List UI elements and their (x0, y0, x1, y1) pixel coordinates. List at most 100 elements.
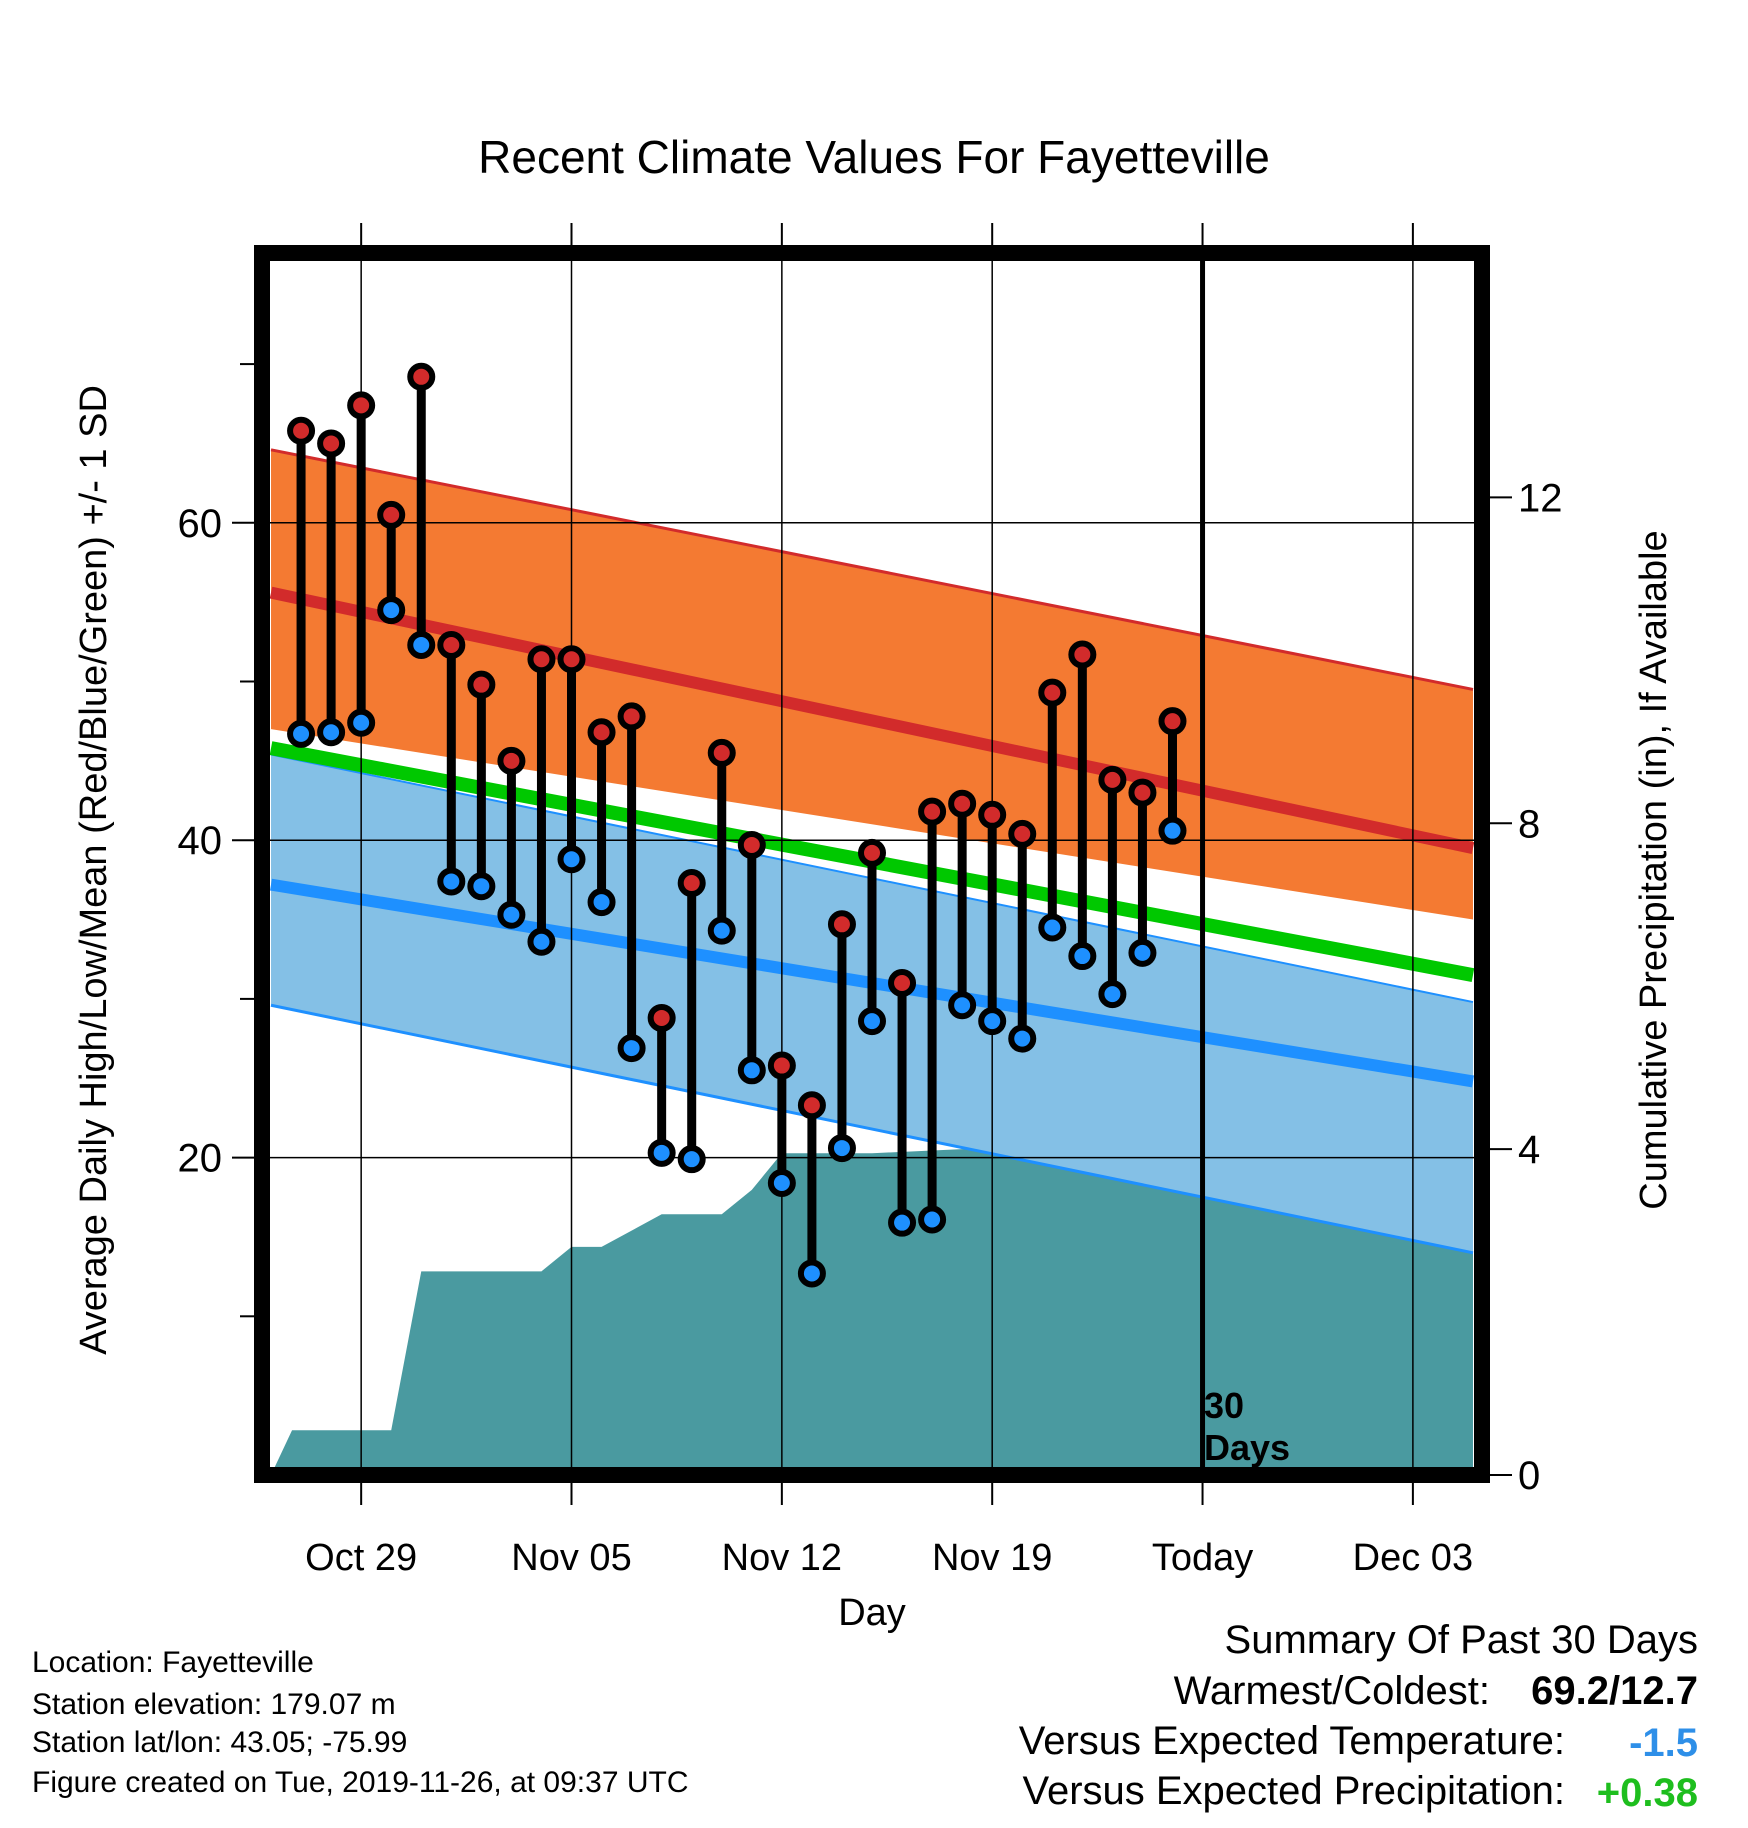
daily-low-point (497, 900, 526, 929)
daily-low-point (647, 1138, 676, 1167)
summary-warm-cold-label: Warmest/Coldest: (1174, 1669, 1490, 1713)
summary-title: Summary Of Past 30 Days (1225, 1618, 1698, 1662)
observations-layer (287, 362, 1187, 1288)
daily-high-point (587, 718, 616, 747)
daily-high-point (1158, 707, 1187, 736)
daily-high-point (737, 830, 766, 859)
daily-high-point (317, 429, 346, 458)
x-tick-label: Oct 29 (305, 1537, 417, 1579)
daily-low-point (1038, 913, 1067, 942)
summary-warm-cold-value: 69.2/12.7 (1531, 1669, 1698, 1713)
y-axis-right-label: Cumulative Precipitation (in), If Availa… (1633, 530, 1675, 1209)
station-info: Location: Fayetteville Station elevation… (32, 1646, 689, 1799)
daily-low-point (407, 630, 436, 659)
x-tick-label: Dec 03 (1353, 1537, 1473, 1579)
today-layer: 30 Days (1200, 253, 1290, 1475)
daily-high-point (407, 362, 436, 391)
daily-low-point (467, 872, 496, 901)
summary-temp-value: -1.5 (1629, 1721, 1698, 1765)
y-tick-right-label: 8 (1518, 802, 1540, 846)
figure-created: Figure created on Tue, 2019-11-26, at 09… (32, 1766, 689, 1799)
daily-low-point (587, 888, 616, 917)
daily-low-point (948, 991, 977, 1020)
daily-low-point (888, 1208, 917, 1237)
daily-high-point (557, 645, 586, 674)
daily-high-point (1068, 640, 1097, 669)
daily-low-point (978, 1007, 1007, 1036)
daily-low-point (827, 1134, 856, 1163)
daily-low-point (1008, 1024, 1037, 1053)
daily-low-point (707, 916, 736, 945)
daily-low-point (737, 1056, 766, 1085)
summary-precip-value: +0.38 (1597, 1771, 1698, 1815)
daily-high-point (707, 738, 736, 767)
daily-high-point (467, 670, 496, 699)
daily-high-point (287, 416, 316, 445)
x-tick-label: Nov 05 (511, 1537, 631, 1579)
y-tick-left-label: 60 (178, 502, 223, 546)
daily-high-point (377, 500, 406, 529)
daily-low-point (377, 596, 406, 625)
axes-layer: Oct 29 Nov 05 Nov 12 Nov 19 Today Dec 0320406… (178, 223, 1563, 1579)
daily-low-point (767, 1168, 796, 1197)
daily-high-point (948, 789, 977, 818)
station-location: Location: Fayetteville (32, 1646, 314, 1679)
daily-low-point (858, 1007, 886, 1036)
daily-high-point (1038, 678, 1067, 707)
daily-high-point (797, 1091, 826, 1120)
daily-low-point (797, 1259, 826, 1288)
daily-high-point (918, 797, 947, 826)
daily-low-point (1098, 980, 1127, 1009)
y-tick-left-label: 20 (178, 1137, 223, 1181)
chart-title: Recent Climate Values For Fayetteville (478, 131, 1270, 183)
high-plus-sd-line (270, 448, 1474, 691)
daily-high-point (347, 391, 376, 420)
today-days-label: Days (1204, 1427, 1290, 1468)
daily-low-point (287, 719, 316, 748)
daily-low-point (437, 867, 466, 896)
plot-frame (254, 245, 1490, 1483)
y-axis-left-label: Average Daily High/Low/Mean (Red/Blue/Gr… (73, 385, 115, 1355)
daily-low-point (347, 708, 376, 737)
y-tick-left-label: 40 (178, 819, 223, 863)
daily-low-point (1158, 816, 1187, 845)
plot-area (262, 253, 1482, 1475)
x-tick-label: Today (1152, 1537, 1253, 1579)
daily-high-point (437, 630, 466, 659)
daily-low-point (557, 845, 586, 874)
daily-high-point (1008, 819, 1037, 848)
daily-low-point (617, 1034, 646, 1063)
daily-low-point (1128, 938, 1157, 967)
daily-high-point (617, 702, 646, 731)
summary-temp-label: Versus Expected Temperature: (1019, 1719, 1565, 1763)
x-axis-label: Day (838, 1592, 906, 1634)
daily-high-point (1128, 778, 1157, 807)
daily-low-point (527, 927, 556, 956)
summary-box: Summary Of Past 30 Days Warmest/Coldest:… (1019, 1618, 1698, 1815)
daily-high-point (1098, 765, 1127, 794)
station-latlon: Station lat/lon: 43.05; -75.99 (32, 1726, 407, 1759)
station-elevation: Station elevation: 179.07 m (32, 1688, 396, 1721)
daily-low-point (677, 1145, 706, 1174)
y-tick-right-label: 4 (1518, 1128, 1540, 1172)
daily-high-point (527, 645, 556, 674)
y-tick-right-label: 12 (1518, 476, 1563, 520)
daily-high-point (647, 1003, 676, 1032)
daily-low-point (317, 718, 346, 747)
x-tick-label: Nov 12 (722, 1537, 842, 1579)
daily-high-point (497, 746, 526, 775)
daily-high-point (677, 869, 706, 898)
today-days-count: 30 (1204, 1385, 1244, 1426)
daily-high-point (827, 910, 856, 939)
x-tick-label: Nov 19 (932, 1537, 1052, 1579)
daily-low-point (918, 1205, 947, 1234)
high-mean-line (269, 586, 1475, 854)
summary-precip-label: Versus Expected Precipitation: (1022, 1769, 1565, 1813)
daily-high-point (858, 838, 886, 867)
y-tick-right-label: 0 (1518, 1454, 1540, 1498)
low-minus-sd-line (270, 1003, 1474, 1255)
daily-low-point (1068, 942, 1097, 971)
daily-high-point (767, 1051, 796, 1080)
daily-high-point (888, 969, 917, 998)
